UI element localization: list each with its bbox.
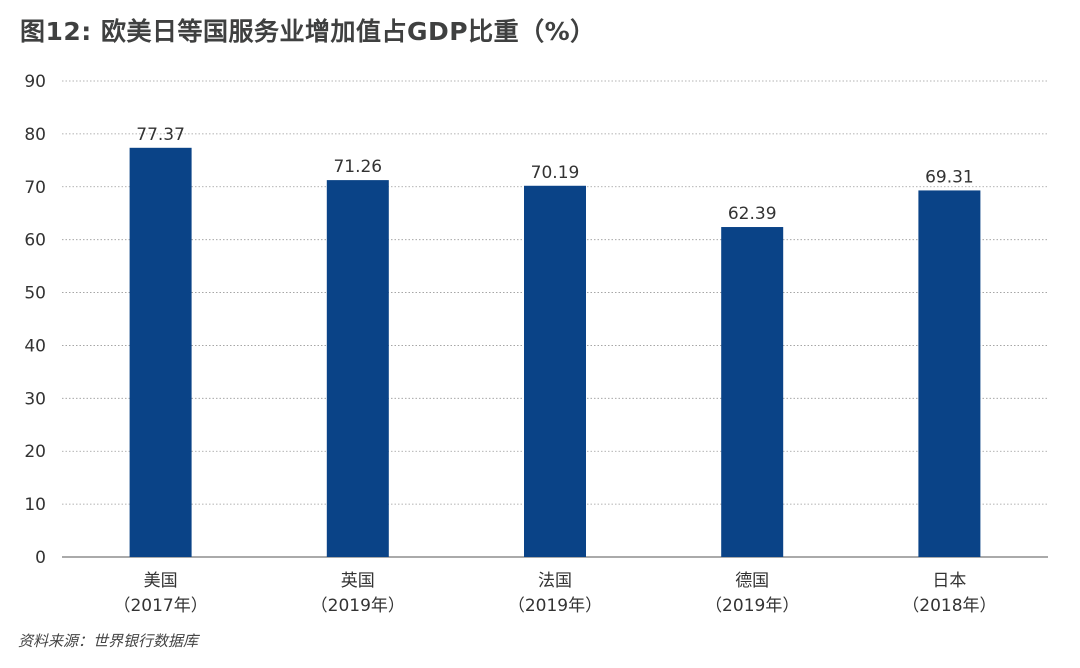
data-label: 70.19	[531, 163, 580, 183]
y-tick-label: 90	[24, 72, 46, 92]
data-label: 71.26	[333, 157, 382, 177]
bar	[918, 190, 981, 557]
x-category-label: 日本	[932, 571, 966, 591]
x-category-label: 德国	[735, 571, 769, 591]
bar	[326, 180, 389, 558]
y-tick-label: 0	[35, 548, 46, 568]
x-category-year-label: （2017年）	[113, 596, 207, 616]
y-tick-label: 10	[24, 495, 46, 515]
y-tick-label: 40	[24, 336, 46, 356]
data-label: 69.31	[925, 167, 974, 187]
y-tick-label: 50	[24, 284, 46, 304]
data-label: 77.37	[136, 125, 185, 145]
y-tick-label: 70	[24, 178, 46, 198]
bar	[129, 147, 192, 558]
y-tick-label: 60	[24, 231, 46, 251]
data-label: 62.39	[728, 204, 777, 224]
label-layer: 0 10 20 30 40 50 60 70 80 90 77.37 美国 （2017年） 71.26 英国…	[24, 72, 996, 616]
x-category-year-label: （2019年）	[508, 596, 602, 616]
y-tick-label: 80	[24, 125, 46, 145]
source-note: 资料来源：世界银行数据库	[18, 632, 199, 650]
y-tick-label: 20	[24, 442, 46, 462]
x-category-year-label: （2019年）	[311, 596, 405, 616]
x-category-year-label: （2018年）	[902, 596, 996, 616]
bar-layer	[129, 147, 981, 558]
bar	[721, 227, 784, 557]
x-category-label: 美国	[144, 571, 178, 591]
x-category-label: 英国	[341, 571, 375, 591]
y-tick-label: 30	[24, 389, 46, 409]
chart-title: 图12: 欧美日等国服务业增加值占GDP比重（%）	[20, 17, 596, 46]
x-category-label: 法国	[538, 571, 572, 591]
bar	[524, 185, 586, 557]
x-category-year-label: （2019年）	[705, 596, 799, 616]
